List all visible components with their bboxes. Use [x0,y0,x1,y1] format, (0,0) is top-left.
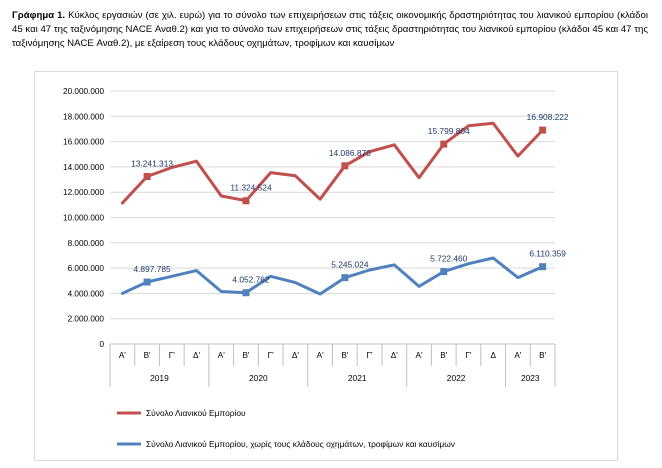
data-point-marker [143,278,151,286]
x-tick-label: Β' [144,351,151,360]
data-label: 4.052.762 [232,275,270,285]
x-tick-label: Β' [539,351,546,360]
year-label: 2021 [348,373,367,383]
data-point-marker [539,263,547,271]
data-point-marker [539,126,547,134]
year-label: 2023 [521,373,540,383]
x-tick-label: Γ' [465,351,472,360]
data-label: 16.908.222 [527,112,569,122]
y-tick-label: 8.000.000 [68,239,105,248]
caption-label: Γράφημα 1. [12,10,66,21]
series-excl-line [120,256,545,296]
y-tick-label: 18.000.000 [63,112,104,121]
x-tick-label: Α' [416,351,423,360]
x-tick-label: Γ' [169,351,176,360]
year-label: 2019 [150,373,169,383]
data-point-marker [440,140,448,148]
year-label: 2020 [249,373,268,383]
series-total-line [120,121,545,205]
y-tick-label: 2.000.000 [68,315,105,324]
x-tick-label: Α' [119,351,126,360]
y-tick-label: 16.000.000 [63,138,104,147]
x-tick-label: Γ' [268,351,275,360]
y-tick-label: 14.000.000 [63,163,104,172]
x-tick-label: Δ [490,351,496,360]
data-label: 4.897.785 [133,264,171,274]
data-label: 5.245.024 [331,260,369,270]
y-tick-label: 20.000.000 [63,87,104,96]
y-tick-label: 4.000.000 [68,289,105,298]
y-tick-label: 12.000.000 [63,188,104,197]
data-label: 15.799.804 [428,126,470,136]
x-tick-label: Β' [440,351,447,360]
figure-caption: Γράφημα 1. Κύκλος εργασιών (σε χιλ. ευρώ… [12,9,648,51]
data-label: 14.086.870 [329,148,371,158]
y-tick-label: 0 [99,340,104,349]
data-point-marker [341,274,349,282]
data-point-marker [242,197,250,205]
data-point-marker [341,162,349,170]
legend-label: Σύνολο Λιανικού Εμπορίου [146,408,246,418]
x-tick-label: Α' [317,351,324,360]
data-point-marker [440,268,448,276]
data-label: 5.722.460 [430,254,468,264]
caption-text: Κύκλος εργασιών (σε χιλ. ευρώ) για το σύ… [12,10,648,49]
data-label: 6.110.359 [529,249,566,259]
x-tick-label: Γ' [367,351,374,360]
x-tick-label: Δ' [292,351,299,360]
data-label: 13.241.313 [131,158,173,168]
x-tick-label: Α' [218,351,225,360]
year-label: 2022 [447,373,466,383]
x-tick-label: Β' [341,351,348,360]
legend-label: Σύνολο Λιανικού Εμπορίου, χωρίς τους κλά… [146,439,455,449]
data-point-marker [143,172,151,180]
data-point-marker [242,289,250,297]
x-tick-label: Α' [514,351,521,360]
x-tick-label: Δ' [391,351,398,360]
x-tick-label: Β' [242,351,249,360]
data-label: 11.324.524 [230,183,272,193]
x-tick-label: Δ' [193,351,200,360]
chart-frame [34,71,618,461]
y-tick-label: 10.000.000 [63,214,104,223]
y-tick-label: 6.000.000 [68,264,105,273]
